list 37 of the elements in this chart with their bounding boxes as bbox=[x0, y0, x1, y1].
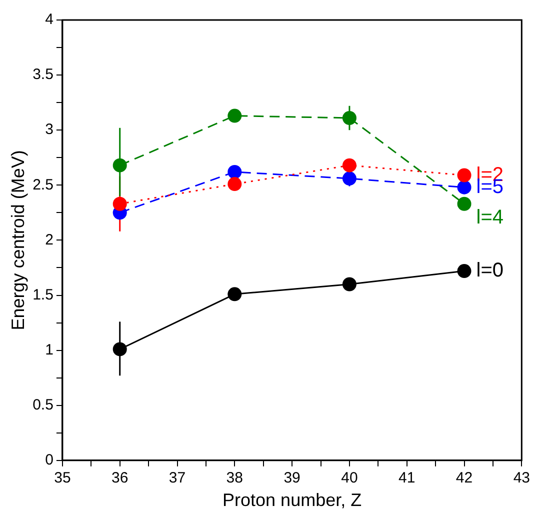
x-tick-label: 40 bbox=[341, 470, 358, 487]
point bbox=[457, 196, 472, 211]
y-axis-title: Energy centroid (MeV) bbox=[8, 150, 28, 330]
y-tick-label: 3 bbox=[45, 121, 54, 138]
x-tick-label: 43 bbox=[513, 470, 530, 487]
y-tick-label: 1 bbox=[45, 341, 54, 358]
y-tick-label: 2.5 bbox=[32, 176, 54, 194]
point bbox=[112, 196, 127, 211]
point bbox=[342, 158, 356, 172]
y-tick-label: 4 bbox=[45, 11, 54, 28]
x-tick-label: 38 bbox=[226, 470, 243, 487]
point bbox=[342, 277, 356, 292]
y-tick-label: 3.5 bbox=[32, 66, 54, 84]
series-label: l=0 bbox=[476, 260, 504, 282]
point bbox=[457, 168, 472, 182]
point bbox=[457, 264, 472, 278]
x-tick-label: 42 bbox=[456, 470, 473, 487]
x-tick-label: 37 bbox=[168, 470, 186, 487]
point bbox=[457, 180, 472, 194]
x-tick-label: 41 bbox=[398, 470, 416, 487]
point bbox=[112, 342, 127, 356]
point bbox=[112, 158, 127, 172]
x-tick-label: 39 bbox=[284, 470, 300, 487]
point bbox=[228, 177, 242, 192]
y-tick-label: 0 bbox=[45, 452, 54, 469]
point bbox=[228, 108, 242, 123]
point bbox=[342, 110, 356, 125]
series-label: l=4 bbox=[476, 206, 504, 228]
y-tick-label: 1.5 bbox=[32, 286, 54, 304]
point bbox=[342, 172, 356, 186]
x-axis-title: Proton number, Z bbox=[222, 490, 362, 510]
y-tick-label: 2 bbox=[45, 231, 54, 248]
point bbox=[228, 287, 242, 302]
x-tick-label: 36 bbox=[112, 470, 128, 487]
x-tick-label: 35 bbox=[54, 470, 71, 487]
y-tick-label: 0.5 bbox=[32, 396, 54, 414]
point bbox=[228, 164, 242, 179]
